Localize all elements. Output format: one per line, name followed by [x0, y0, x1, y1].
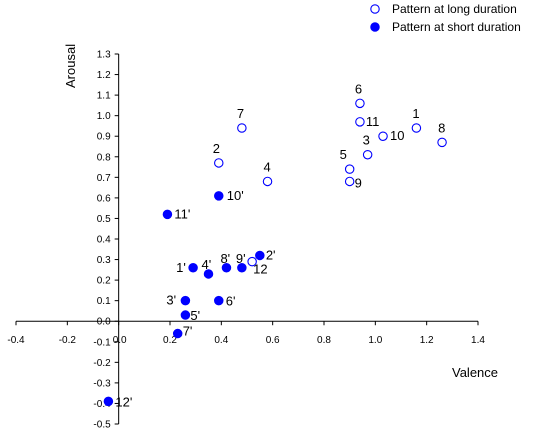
data-point-label: 9 [355, 175, 362, 190]
data-point-short-duration [180, 295, 191, 306]
y-tick-label: 1.3 [97, 50, 111, 61]
legend-marker-long [370, 4, 380, 14]
data-point-label: 11 [366, 114, 380, 129]
data-point-short-duration [214, 295, 224, 306]
data-point-short-duration [188, 263, 198, 273]
x-tick-label: 0.0 [113, 335, 127, 346]
data-point-short-duration [214, 191, 224, 201]
data-point-label: 9' [236, 251, 246, 266]
x-tick-label: -0.4 [7, 335, 25, 346]
y-tick-label: 0.5 [97, 214, 111, 225]
data-point-long-duration [362, 149, 373, 160]
x-tick-label: 1.0 [368, 335, 382, 346]
x-tick-label: 0.8 [317, 335, 331, 346]
data-point-label: 4' [202, 257, 212, 272]
legend-marker-short [370, 22, 380, 32]
data-point-label: 6 [355, 81, 362, 96]
y-tick-label: -0.5 [93, 420, 111, 431]
data-point-long-duration [378, 131, 388, 141]
data-point-short-duration [172, 328, 183, 339]
data-point-label: 8' [220, 251, 230, 266]
y-tick-label: 0.9 [97, 132, 111, 143]
data-point-short-duration [221, 263, 232, 273]
data-point-long-duration [344, 176, 355, 187]
y-tick-label: 0.3 [97, 255, 111, 266]
y-tick-label: 0.0 [97, 317, 111, 328]
y-tick-label: -0.4 [93, 399, 111, 410]
data-point-long-duration [262, 176, 273, 187]
legend-label-long: Pattern at long duration [392, 2, 517, 16]
x-axis-title: Valence [452, 365, 498, 380]
y-tick-label: 1.0 [97, 111, 111, 122]
data-point-long-duration [237, 123, 247, 133]
data-point-long-duration [344, 164, 355, 174]
data-point-label: 1 [412, 106, 419, 121]
y-tick-label: 0.8 [97, 152, 111, 163]
data-point-long-duration [355, 98, 365, 109]
data-point-label: 3' [166, 293, 176, 308]
data-point-short-duration [162, 209, 173, 220]
y-axis-title: Arousal [63, 44, 78, 88]
x-axis-ticks: -0.4 -0.2 0.0 0.2 0.4 0.6 0.8 1.0 1.2 1.4 [7, 321, 485, 346]
data-point-label: 10' [227, 188, 244, 203]
y-tick-label: 1.1 [97, 91, 111, 102]
y-tick-label: -0.2 [93, 358, 111, 369]
y-tick-label: -0.1 [93, 337, 111, 348]
data-point-short-duration [255, 250, 265, 261]
data-point-label: 2' [266, 247, 276, 262]
data-point-label: 4 [264, 159, 271, 174]
x-tick-label: 0.6 [266, 335, 280, 346]
data-point-label: 12' [115, 394, 132, 409]
y-tick-label: 0.7 [97, 173, 111, 184]
data-point-label: 12 [253, 262, 267, 277]
data-point-label: 5 [340, 147, 347, 162]
y-tick-label: 1.2 [97, 70, 111, 81]
x-tick-label: 0.2 [163, 335, 177, 346]
data-point-label: 1' [176, 260, 186, 275]
data-point-label: 11' [174, 206, 190, 221]
data-point-short-duration [203, 269, 214, 279]
data-point-label: 7' [183, 324, 193, 339]
y-tick-label: -0.3 [93, 378, 111, 389]
x-tick-label: 1.2 [420, 335, 434, 346]
y-tick-label: 0.4 [97, 235, 111, 246]
data-point-label: 10 [390, 128, 404, 143]
x-tick-label: 0.4 [214, 335, 228, 346]
data-point-short-duration [180, 310, 191, 320]
legend: Pattern at long duration Pattern at shor… [370, 2, 521, 34]
data-point-short-duration [103, 396, 114, 407]
data-point-long-duration [214, 158, 224, 168]
x-tick-label: 1.4 [471, 335, 485, 346]
data-point-label: 5' [190, 308, 200, 323]
data-point-label: 7 [237, 106, 244, 121]
y-tick-label: 0.6 [97, 193, 111, 204]
data-point-long-duration [411, 123, 422, 133]
axes [16, 54, 478, 424]
y-axis-ticks: -0.5 -0.4 -0.3 -0.2 -0.1 0.0 0.1 0.2 0.3 0.4 0.5 0.… [93, 50, 119, 431]
data-point-label: 8 [438, 120, 445, 135]
data-point-label: 2 [213, 141, 220, 156]
data-point-label: 6' [226, 294, 236, 309]
y-tick-label: 0.2 [97, 276, 111, 287]
data-point-long-duration [437, 137, 447, 148]
data-point-long-duration [355, 117, 365, 127]
y-tick-label: 0.1 [97, 296, 111, 307]
legend-label-short: Pattern at short duration [392, 20, 521, 34]
x-tick-label: -0.2 [59, 335, 77, 346]
data-point-short-duration [237, 263, 247, 273]
data-point-label: 3 [363, 133, 370, 148]
data-point-long-duration [247, 256, 257, 267]
